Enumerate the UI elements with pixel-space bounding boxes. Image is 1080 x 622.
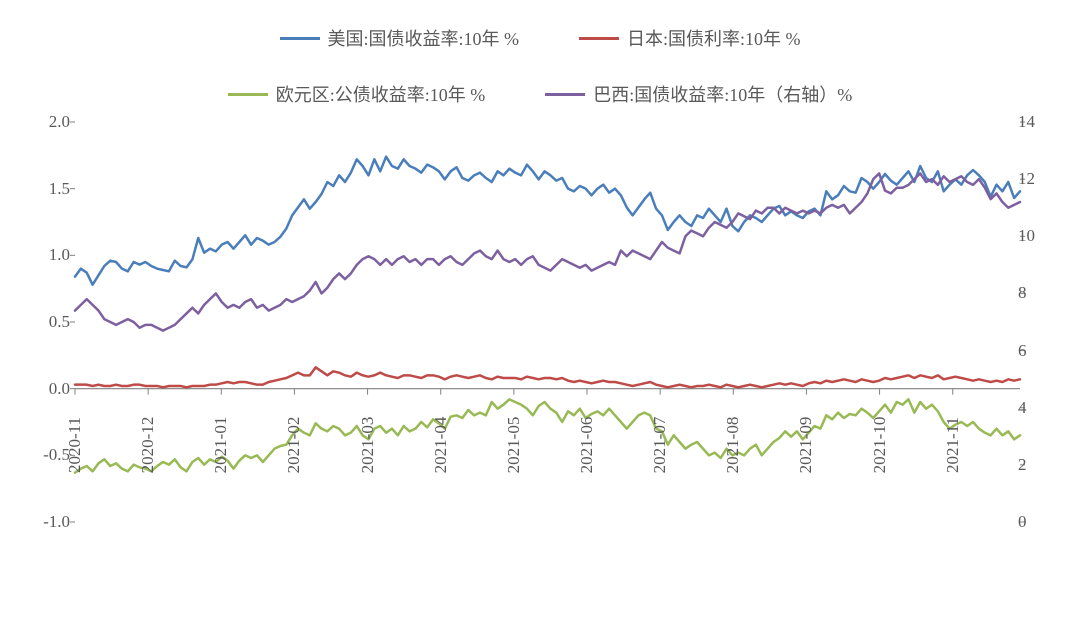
legend-label: 日本:国债利率:10年 % — [627, 25, 801, 51]
x-tick-label: 2021-04 — [431, 416, 451, 473]
y-right-tick-label: 12 — [1018, 169, 1035, 189]
y-right-tick-label: 6 — [1018, 341, 1027, 361]
x-tick-label: 2021-10 — [870, 416, 890, 473]
legend-item-us: 美国:国债收益率:10年 % — [280, 25, 520, 51]
plot-area: -1.0-0.50.00.51.01.52.0024681012142020-1… — [20, 122, 1060, 622]
legend-item-eurozone: 欧元区:公债收益率:10年 % — [228, 81, 486, 107]
x-tick-label: 2021-06 — [577, 416, 597, 473]
x-tick-label: 2021-05 — [504, 416, 524, 473]
x-tick-label: 2020-12 — [138, 416, 158, 473]
legend-swatch — [545, 93, 585, 96]
y-left-tick-label: 0.5 — [49, 312, 70, 332]
y-left-tick-label: 2.0 — [49, 112, 70, 132]
legend-swatch — [280, 37, 320, 40]
y-left-tick-label: 1.5 — [49, 179, 70, 199]
legend-swatch — [228, 93, 268, 96]
y-right-tick-label: 14 — [1018, 112, 1035, 132]
legend-item-japan: 日本:国债利率:10年 % — [579, 25, 801, 51]
legend-swatch — [579, 37, 619, 40]
x-tick-label: 2021-09 — [796, 416, 816, 473]
x-tick-label: 2020-11 — [65, 417, 85, 473]
x-tick-label: 2021-01 — [211, 416, 231, 473]
y-right-tick-label: 8 — [1018, 283, 1027, 303]
y-right-tick-label: 0 — [1018, 512, 1027, 532]
y-right-tick-label: 2 — [1018, 455, 1027, 475]
x-tick-label: 2021-03 — [358, 416, 378, 473]
legend-label: 欧元区:公债收益率:10年 % — [276, 81, 486, 107]
x-tick-label: 2021-02 — [284, 416, 304, 473]
y-left-tick-label: -1.0 — [43, 512, 70, 532]
legend-label: 美国:国债收益率:10年 % — [328, 25, 520, 51]
legend: 美国:国债收益率:10年 % 日本:国债利率:10年 % 欧元区:公债收益率:1… — [20, 20, 1060, 122]
y-left-tick-label: 1.0 — [49, 245, 70, 265]
x-tick-label: 2021-07 — [650, 416, 670, 473]
x-tick-label: 2021-11 — [943, 417, 963, 473]
y-left-tick-label: 0.0 — [49, 379, 70, 399]
y-right-tick-label: 4 — [1018, 398, 1027, 418]
x-tick-label: 2021-08 — [723, 416, 743, 473]
bond-yield-chart: 美国:国债收益率:10年 % 日本:国债利率:10年 % 欧元区:公债收益率:1… — [20, 20, 1060, 597]
y-right-tick-label: 10 — [1018, 226, 1035, 246]
legend-item-brazil: 巴西:国债收益率:10年（右轴）% — [545, 81, 852, 107]
legend-label: 巴西:国债收益率:10年（右轴）% — [593, 81, 852, 107]
